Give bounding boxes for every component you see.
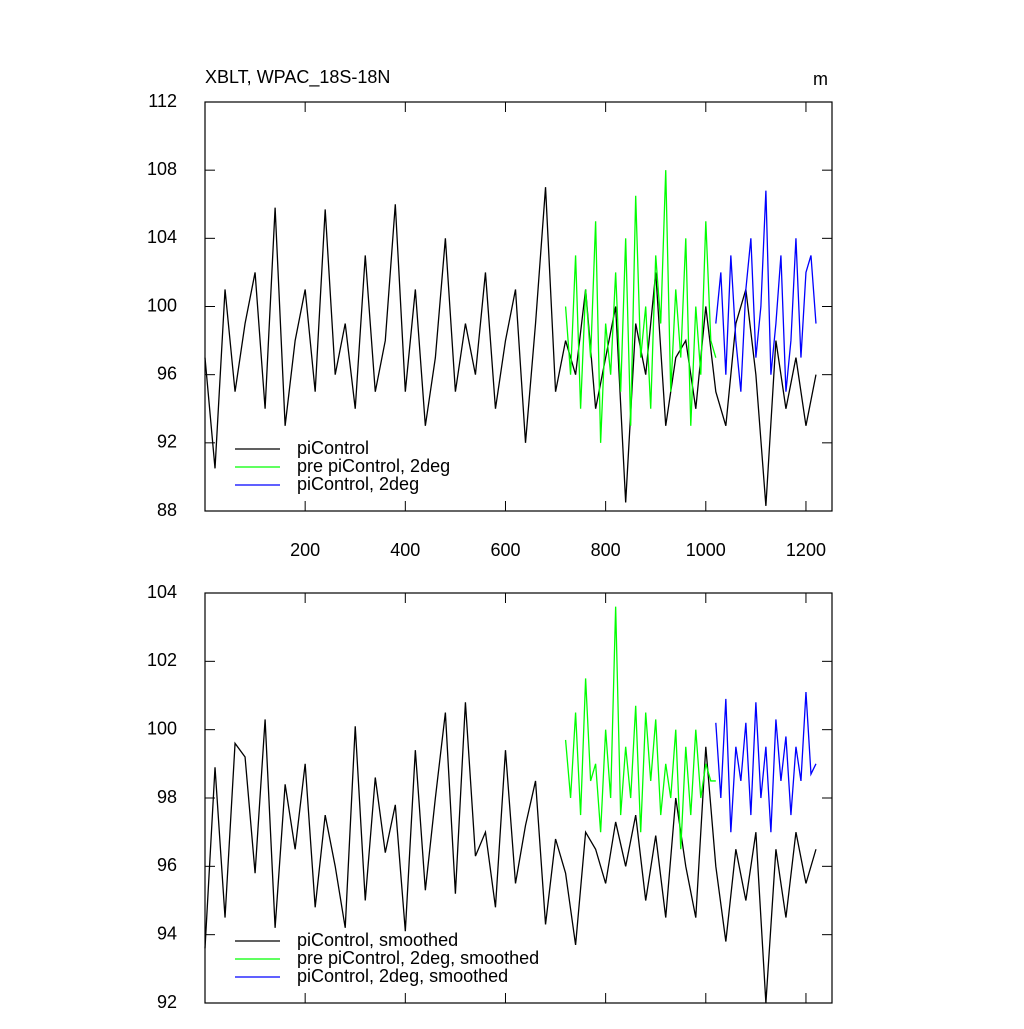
y-tick-label: 96 (157, 363, 177, 383)
legend-label: pre piControl, 2deg (297, 456, 450, 476)
y-tick-label: 94 (157, 923, 177, 943)
y-tick-label: 100 (147, 718, 177, 738)
y-tick-label: 88 (157, 500, 177, 520)
y-tick-label: 104 (147, 227, 177, 247)
legend-label: piControl, 2deg, smoothed (297, 966, 508, 986)
x-tick-label: 1200 (786, 540, 826, 560)
chart-title: XBLT, WPAC_18S-18N (205, 67, 390, 88)
series-line (715, 190, 817, 392)
y-tick-label: 96 (157, 855, 177, 875)
series-line (564, 606, 716, 850)
y-tick-label: 92 (157, 432, 177, 452)
series-line (204, 187, 817, 506)
y-tick-label: 104 (147, 582, 177, 602)
y-tick-label: 108 (147, 159, 177, 179)
x-tick-label: 1000 (686, 540, 726, 560)
y-tick-label: 92 (157, 992, 177, 1012)
series-line (564, 170, 717, 443)
x-tick-label: 200 (290, 540, 320, 560)
x-tick-label: 800 (591, 540, 621, 560)
y-tick-label: 100 (147, 295, 177, 315)
x-tick-label: 400 (390, 540, 420, 560)
legend-label: piControl, smoothed (297, 930, 458, 950)
y-tick-label: 112 (148, 91, 177, 111)
legend-label: piControl (297, 438, 369, 458)
units-label: m (813, 69, 828, 89)
y-tick-label: 102 (147, 650, 177, 670)
series-line (715, 692, 817, 833)
series-line (204, 702, 817, 1004)
y-tick-label: 98 (157, 787, 177, 807)
x-tick-label: 600 (490, 540, 520, 560)
legend-label: piControl, 2deg (297, 474, 419, 494)
legend-label: pre piControl, 2deg, smoothed (297, 948, 539, 968)
